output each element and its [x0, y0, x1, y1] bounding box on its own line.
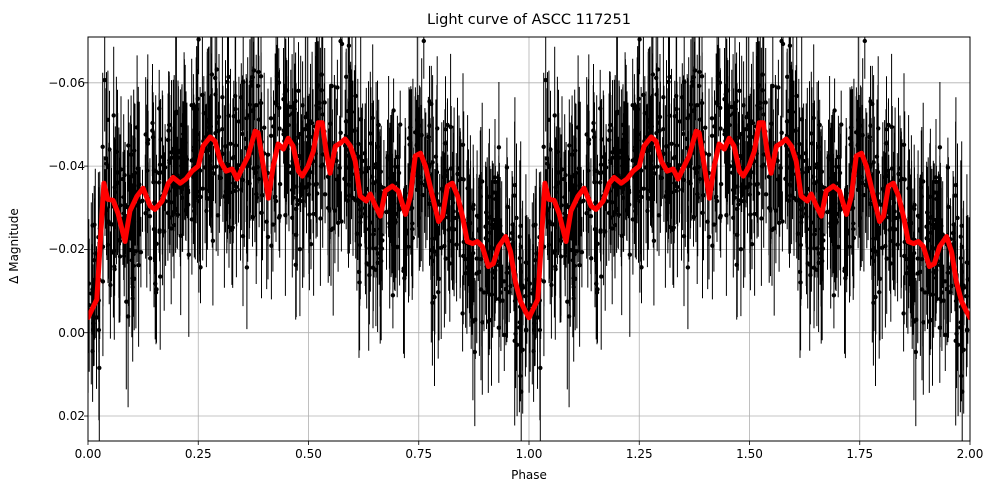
- y-tick-label: −0.06: [48, 75, 85, 90]
- x-tick-label: 0.75: [405, 447, 433, 461]
- x-tick-label: 1.25: [625, 447, 653, 461]
- x-tick-label: 2.00: [956, 447, 984, 461]
- x-tick-label: 1.00: [515, 447, 543, 461]
- x-tick-label: 0.00: [74, 447, 102, 461]
- y-tick-label: 0.00: [58, 325, 85, 340]
- x-tick-label: 0.50: [295, 447, 322, 461]
- tick-marks: [84, 82, 971, 445]
- x-tick-label: 1.50: [736, 447, 763, 461]
- model-curve: [88, 120, 970, 321]
- y-tick-label: −0.02: [48, 242, 85, 257]
- y-tick-label: −0.04: [48, 159, 85, 174]
- chart-title: Light curve of ASCC 117251: [427, 12, 631, 28]
- x-tick-label: 0.25: [184, 447, 212, 461]
- x-axis-label: Phase: [511, 468, 547, 482]
- x-tick-label: 1.75: [846, 447, 874, 461]
- y-tick-label: 0.02: [58, 409, 85, 423]
